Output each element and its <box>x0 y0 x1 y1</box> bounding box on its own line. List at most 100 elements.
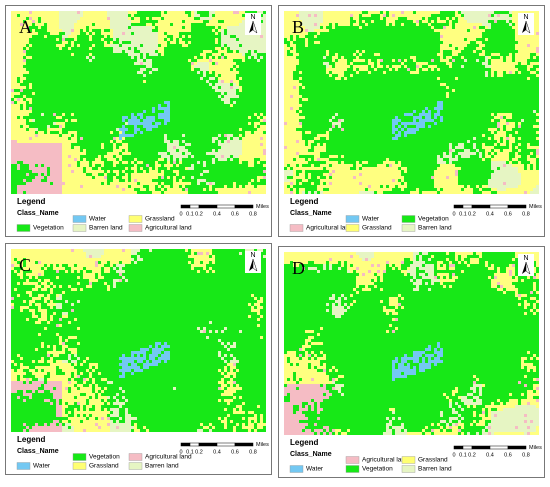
land-cover-raster <box>11 11 266 194</box>
scale-unit: Miles <box>529 445 542 451</box>
scale-segment <box>216 204 236 209</box>
north-label: N <box>250 252 255 259</box>
panel-label: D <box>292 258 305 278</box>
scale-unit: Miles <box>256 204 269 210</box>
scale-segment <box>462 204 473 209</box>
legend-item: Grassland <box>362 225 392 232</box>
legend-field: Class_Name <box>290 210 332 217</box>
map-panel: B N Legend Class_Name Water Vegetation Agricul… <box>278 5 545 237</box>
panel-label: A <box>19 17 32 37</box>
scale-label: 0.4 <box>486 211 494 217</box>
legend-swatch <box>16 224 31 232</box>
legend-swatch <box>128 453 143 461</box>
legend-swatch <box>72 224 87 232</box>
legend-swatch <box>401 215 416 223</box>
scale-unit: Miles <box>256 442 269 448</box>
scale-segment <box>216 442 236 447</box>
scale-label: 0.4 <box>486 452 494 458</box>
scale-segment <box>462 445 473 450</box>
land-cover-raster <box>284 11 539 194</box>
legend-item: Barren land <box>89 225 123 232</box>
legend-item: Agricultural land <box>145 454 192 461</box>
legend-item: Barren land <box>418 466 452 473</box>
legend-swatch <box>401 465 416 473</box>
scale-label: 0.8 <box>249 449 257 455</box>
north-arrow <box>522 21 526 33</box>
land-cover-raster <box>284 252 539 435</box>
legend-swatch <box>345 465 360 473</box>
legend-swatch <box>128 224 143 232</box>
legend-item: Vegetation <box>33 225 64 232</box>
land-cover-raster <box>119 101 170 140</box>
legend-item: Water <box>362 216 380 223</box>
scale-label: 0 <box>179 449 182 455</box>
scale-label: 0.6 <box>231 211 239 217</box>
land-cover-raster <box>308 252 539 435</box>
legend-field: Class_Name <box>290 451 332 458</box>
legend-item: Barren land <box>418 225 452 232</box>
panel-label: C <box>19 255 31 275</box>
scale-label: 0.6 <box>231 449 239 455</box>
land-cover-raster <box>284 252 539 435</box>
scale-label: 0 <box>179 211 182 217</box>
legend-item: Vegetation <box>89 454 120 461</box>
scale-segment <box>189 442 200 447</box>
scale-segment <box>189 204 200 209</box>
legend-item: Agricultural land <box>306 225 353 232</box>
legend-item: Agricultural land <box>362 457 409 464</box>
legend-title: Legend <box>17 435 46 444</box>
legend-item: Agricultural land <box>145 225 192 232</box>
land-cover-raster <box>38 249 266 432</box>
north-label: N <box>523 14 528 21</box>
scale-label: 0.4 <box>213 449 221 455</box>
scale-label: 0.1 <box>459 211 467 217</box>
scale-segment <box>453 445 464 450</box>
scale-unit: Miles <box>529 204 542 210</box>
north-arrow <box>522 262 526 274</box>
legend-item: Grassland <box>418 457 448 464</box>
scale-segment <box>489 204 509 209</box>
legend-field: Class_Name <box>17 448 59 455</box>
scale-label: 0.1 <box>186 449 194 455</box>
scale-segment <box>180 204 191 209</box>
scale-label: 0.2 <box>468 452 476 458</box>
land-cover-raster <box>119 342 170 378</box>
scale-label: 0.1 <box>186 211 194 217</box>
scale-segment <box>453 204 464 209</box>
north-label: N <box>250 14 255 21</box>
land-cover-raster <box>284 11 539 194</box>
legend-field: Class_Name <box>17 210 59 217</box>
legend-item: Water <box>306 466 324 473</box>
legend-swatch <box>289 465 304 473</box>
land-cover-raster <box>392 342 443 381</box>
scale-segment <box>234 204 254 209</box>
legend-swatch <box>345 456 360 464</box>
land-cover-raster <box>11 11 266 194</box>
legend-swatch <box>16 462 31 470</box>
scale-label: 0.6 <box>504 211 512 217</box>
land-cover-raster <box>11 249 266 432</box>
scale-segment <box>198 442 218 447</box>
map-panel: C N Legend Class_Name Vegetation Agricultural… <box>5 243 272 475</box>
legend-swatch <box>401 456 416 464</box>
legend-item: Grassland <box>89 463 119 470</box>
scale-label: 0.4 <box>213 211 221 217</box>
legend-swatch <box>289 224 304 232</box>
scale-segment <box>507 445 527 450</box>
scale-label: 0.2 <box>195 449 203 455</box>
legend-swatch <box>345 224 360 232</box>
legend-swatch <box>401 224 416 232</box>
legend-title: Legend <box>290 197 319 206</box>
legend-swatch <box>128 215 143 223</box>
north-arrow <box>525 261 531 275</box>
scale-segment <box>471 204 491 209</box>
scale-segment <box>507 204 527 209</box>
legend-swatch <box>72 215 87 223</box>
legend-item: Water <box>33 463 51 470</box>
north-arrow <box>249 259 253 271</box>
legend-title: Legend <box>17 197 46 206</box>
map-panel: D N Legend Class_Name Agricultural land Grass… <box>278 246 545 478</box>
legend-item: Water <box>89 216 107 223</box>
panel-label: B <box>292 17 304 37</box>
land-cover-raster <box>284 11 539 194</box>
